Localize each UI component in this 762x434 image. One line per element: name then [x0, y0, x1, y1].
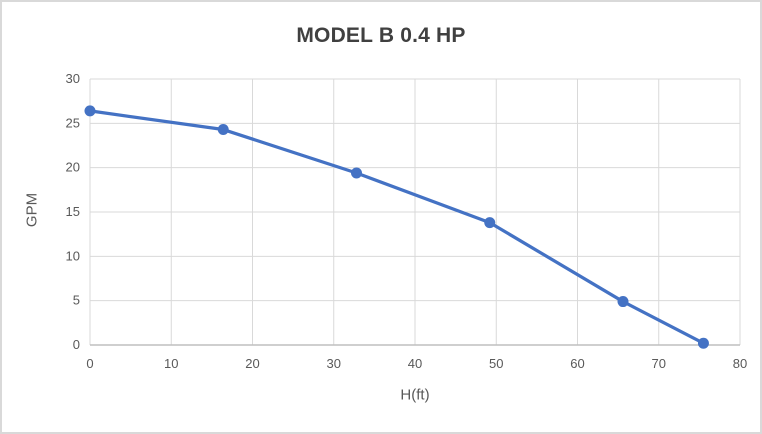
x-tick-label: 10 — [164, 356, 178, 371]
data-point — [484, 217, 496, 229]
y-tick-label: 5 — [73, 293, 80, 308]
x-tick-label: 70 — [652, 356, 666, 371]
y-tick-label: 25 — [66, 115, 80, 130]
x-tick-label: 0 — [86, 356, 93, 371]
x-tick-label: 50 — [489, 356, 503, 371]
data-point — [697, 337, 709, 349]
x-tick-label: 40 — [408, 356, 422, 371]
x-tick-label: 20 — [245, 356, 259, 371]
x-tick-label: 30 — [327, 356, 341, 371]
data-point — [217, 124, 229, 136]
y-tick-label: 0 — [73, 337, 80, 352]
y-tick-label: 30 — [66, 71, 80, 86]
x-tick-label: 60 — [570, 356, 584, 371]
y-tick-label: 10 — [66, 248, 80, 263]
x-tick-label: 80 — [733, 356, 747, 371]
data-point — [351, 167, 362, 179]
y-tick-label: 15 — [66, 204, 80, 219]
chart-title: MODEL B 0.4 HP — [296, 24, 466, 47]
data-point — [84, 105, 96, 117]
data-point — [617, 296, 629, 308]
y-tick-label: 20 — [66, 160, 80, 175]
x-axis-title: H(ft) — [400, 386, 430, 404]
y-axis-title: GPM — [23, 192, 41, 228]
series-line — [88, 109, 706, 345]
